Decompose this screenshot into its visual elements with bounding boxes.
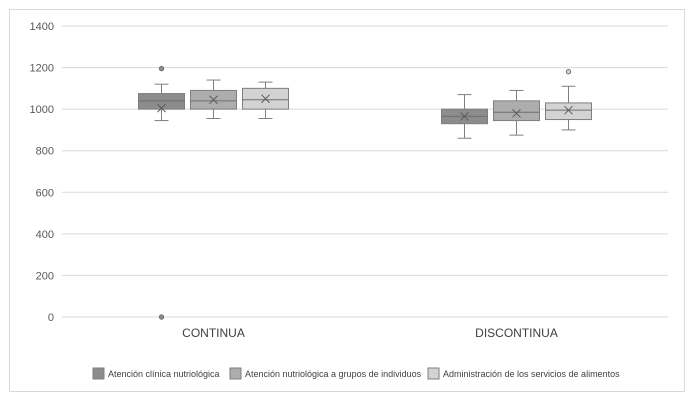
box-Administración de los servicios de alimentos <box>545 69 592 131</box>
box-iqr <box>493 100 540 122</box>
box-series <box>138 65 592 320</box>
legend-label: Atención clínica nutriológica <box>108 369 220 379</box>
box-iqr <box>138 93 185 110</box>
x-category-label: DISCONTINUA <box>475 326 558 340</box>
outlier-point <box>565 69 572 75</box>
y-tick-label: 800 <box>36 146 54 158</box>
box-Atención clínica nutriológica <box>138 65 185 320</box>
legend-label: Atención nutriológica a grupos de indivi… <box>245 369 422 379</box>
mean-marker <box>157 103 166 113</box>
legend-item: Administración de los servicios de alime… <box>427 367 620 380</box>
legend-swatch <box>427 367 440 380</box>
legend-item: Atención clínica nutriológica <box>92 367 220 380</box>
legend-swatch <box>229 367 242 380</box>
gridlines <box>62 25 668 318</box>
y-tick-label: 1000 <box>30 104 54 116</box>
mean-marker <box>209 95 218 105</box>
mean-marker <box>564 105 573 115</box>
mean-marker <box>261 94 270 104</box>
x-axis-category-labels: CONTINUA DISCONTINUA <box>182 326 558 340</box>
box-Atención clínica nutriológica <box>441 94 488 139</box>
mean-marker <box>460 112 469 121</box>
legend-swatch <box>92 367 105 380</box>
chart-border <box>9 9 685 392</box>
y-tick-label: 1200 <box>30 63 54 75</box>
mean-marker <box>512 108 521 118</box>
y-tick-label: 400 <box>36 229 54 241</box>
y-tick-label: 200 <box>36 270 54 282</box>
outlier-point <box>158 314 165 320</box>
y-tick-label: 0 <box>48 312 54 324</box>
x-category-label: CONTINUA <box>182 326 245 340</box>
y-axis-tick-labels: 0 200 400 600 800 1000 1200 1400 <box>30 21 54 324</box>
box-Atención nutriológica a grupos de individuos <box>190 79 237 119</box>
box-iqr <box>545 102 592 121</box>
legend-label: Administración de los servicios de alime… <box>443 369 620 379</box>
y-tick-label: 1400 <box>30 21 54 33</box>
box-Atención nutriológica a grupos de individuos <box>493 89 540 136</box>
legend: Atención clínica nutriológica Atención nu… <box>92 367 620 380</box>
outlier-point <box>158 65 165 72</box>
box-Administración de los servicios de alimentos <box>242 81 289 119</box>
y-tick-label: 600 <box>36 187 54 199</box>
legend-item: Atención nutriológica a grupos de indivi… <box>229 367 422 380</box>
